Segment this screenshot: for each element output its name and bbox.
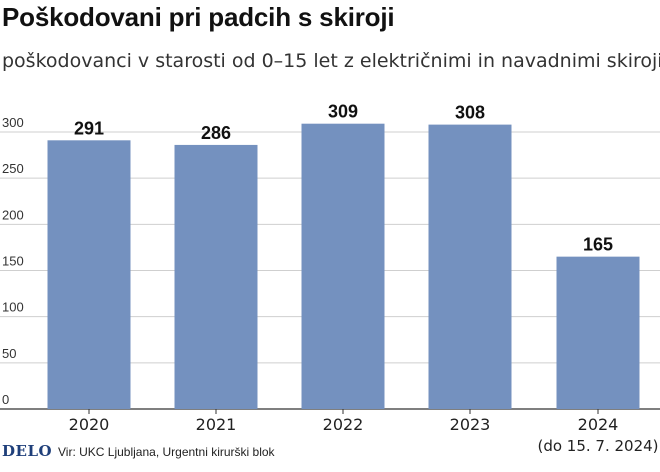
y-tick-label: 200 xyxy=(2,207,24,222)
bars xyxy=(47,123,640,409)
y-tick-label: 100 xyxy=(2,300,24,315)
x-tick-note: (do 15. 7. 2024) xyxy=(537,437,658,455)
delo-logo: DELO xyxy=(2,442,53,460)
x-tick-label-2022: 2022 xyxy=(323,415,364,434)
data-labels: 291 286 309 308 165 xyxy=(74,102,613,255)
chart-subtitle: poškodovanci v starosti od 0–15 let z el… xyxy=(2,50,660,72)
data-label-2020: 291 xyxy=(74,118,104,138)
y-axis-ticks: 0 50 100 150 200 250 300 xyxy=(2,115,24,407)
bar-2022 xyxy=(301,123,385,409)
x-tick-label-2020: 2020 xyxy=(69,415,110,434)
bar-2021 xyxy=(174,144,258,409)
x-tick-label-2023: 2023 xyxy=(450,415,491,434)
data-label-2024: 165 xyxy=(583,235,613,255)
bar-2020 xyxy=(47,140,131,409)
x-tick-label-2021: 2021 xyxy=(196,415,237,434)
y-tick-label: 0 xyxy=(2,392,9,407)
bar-2023 xyxy=(428,124,512,409)
x-axis-ticks: 2020 2021 2022 2023 2024 (do 15. 7. 2024) xyxy=(69,409,659,455)
data-label-2021: 286 xyxy=(201,123,231,143)
y-tick-label: 150 xyxy=(2,254,24,269)
y-tick-label: 250 xyxy=(2,161,24,176)
bar-2024 xyxy=(556,256,640,409)
source-note: Vir: UKC Ljubljana, Urgentni kirurški bl… xyxy=(58,445,275,459)
y-tick-label: 300 xyxy=(2,115,24,130)
data-label-2022: 309 xyxy=(328,102,358,122)
y-tick-label: 50 xyxy=(2,346,16,361)
x-tick-label-2024: 2024 xyxy=(578,415,619,434)
chart-title: Poškodovani pri padcih s skiroji xyxy=(2,2,395,32)
data-label-2023: 308 xyxy=(455,103,485,123)
